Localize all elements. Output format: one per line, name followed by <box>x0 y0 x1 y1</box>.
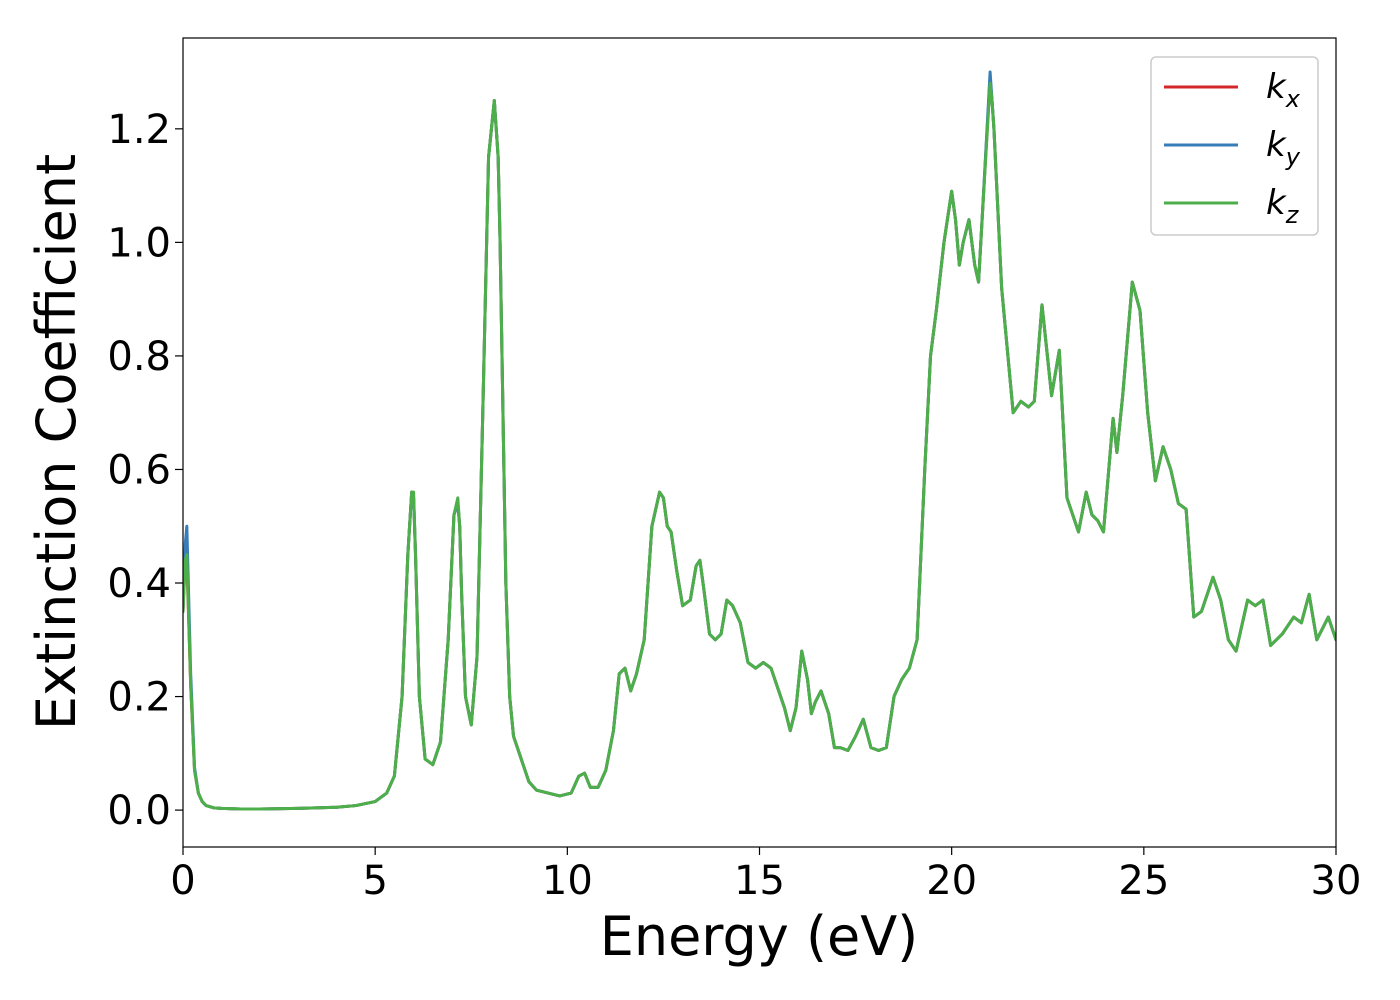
y-tick-label: 1.2 <box>107 107 171 153</box>
legend-label-kx: kx <box>1266 67 1301 113</box>
legend-label-subscript: x <box>1285 85 1301 113</box>
y-tick-label: 0.2 <box>107 675 171 721</box>
series-line-kz <box>183 81 1336 811</box>
y-tick-label: 0.8 <box>107 334 171 380</box>
x-tick-label: 10 <box>542 858 593 904</box>
legend-label-subscript: y <box>1285 143 1301 171</box>
legend-label-ky: ky <box>1266 125 1301 171</box>
legend-label-base: k <box>1266 67 1287 107</box>
x-tick-label: 25 <box>1118 858 1169 904</box>
y-tick-label: 0.4 <box>107 561 171 607</box>
x-tick-label: 20 <box>926 858 977 904</box>
legend-label-kz: kz <box>1266 183 1300 229</box>
y-tick-label: 0.0 <box>107 788 171 834</box>
x-tick-label: 15 <box>734 858 785 904</box>
legend-label-subscript: z <box>1285 201 1300 229</box>
x-axis-title: Energy (eV) <box>600 905 919 968</box>
y-tick-label: 0.6 <box>107 447 171 493</box>
series-layer <box>183 70 1336 811</box>
x-tick-label: 0 <box>170 858 195 904</box>
y-tick-label: 1.0 <box>107 220 171 266</box>
legend-label-base: k <box>1266 183 1287 223</box>
legend-label-base: k <box>1266 125 1287 165</box>
x-tick-label: 5 <box>362 858 387 904</box>
x-axis: 0 5 10 15 20 25 30 <box>170 847 1361 904</box>
x-tick-label: 30 <box>1311 858 1362 904</box>
y-axis-title: Extinction Coefficient <box>25 154 88 730</box>
y-axis: 0.0 0.2 0.4 0.6 0.8 1.0 1.2 <box>107 107 183 834</box>
